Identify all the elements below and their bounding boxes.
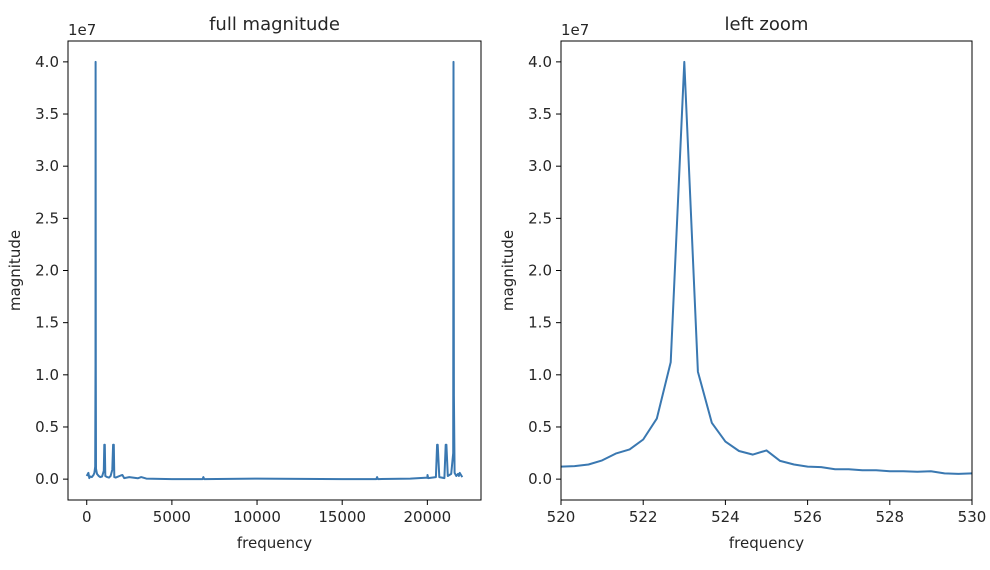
zoom-x-tick-label: 526	[793, 508, 822, 526]
full-series-line	[85, 60, 464, 481]
full-x-tick-label: 0	[82, 508, 92, 526]
full-y-tick-label: 1.5	[35, 314, 59, 332]
full-y-tick-label: 2.0	[35, 262, 59, 280]
zoom-axes-frame	[560, 40, 973, 501]
zoom-y-tick-label: 0.0	[528, 470, 552, 488]
full-y-tick-label: 0.0	[35, 470, 59, 488]
full-x-axis-label: frequency	[237, 534, 312, 552]
full-x-tick-label: 15000	[318, 508, 366, 526]
zoom-title: left zoom	[725, 14, 809, 35]
zoom-y-tick-label: 2.5	[528, 209, 552, 227]
full-y-tick-label: 2.5	[35, 209, 59, 227]
zoom-y-tick-label: 3.0	[528, 157, 552, 175]
full-magnitude-panel: 0 5000 10000 15000 20000 0.0 0.5 1.0 1.5 2.0 2.5 3.…	[6, 14, 482, 552]
zoom-y-tick-label: 0.5	[528, 418, 552, 436]
zoom-x-tick-label: 528	[875, 508, 904, 526]
full-axes-frame	[67, 40, 482, 501]
full-y-tick-label: 0.5	[35, 418, 59, 436]
zoom-x-axis-label: frequency	[729, 534, 804, 552]
zoom-x-tick-label: 522	[629, 508, 658, 526]
zoom-series-line	[560, 60, 973, 475]
full-title: full magnitude	[209, 14, 340, 35]
zoom-y-tick-label: 1.0	[528, 366, 552, 384]
zoom-offset-text: 1e7	[561, 21, 589, 39]
full-x-tick-label: 5000	[153, 508, 191, 526]
zoom-x-tick-label: 520	[547, 508, 576, 526]
full-y-tick-label: 3.0	[35, 157, 59, 175]
zoom-x-tick-label: 524	[711, 508, 740, 526]
full-x-tick-label: 10000	[233, 508, 281, 526]
full-y-tick-label: 3.5	[35, 105, 59, 123]
zoom-y-tick-label: 1.5	[528, 314, 552, 332]
zoom-y-axis-label: magnitude	[499, 230, 517, 311]
full-y-axis-label: magnitude	[6, 230, 24, 311]
zoom-x-tick-label: 530	[958, 508, 987, 526]
full-x-tick-label: 20000	[403, 508, 451, 526]
full-offset-text: 1e7	[68, 21, 96, 39]
full-y-tick-label: 1.0	[35, 366, 59, 384]
zoom-y-tick-label: 3.5	[528, 105, 552, 123]
zoom-y-tick-label: 2.0	[528, 262, 552, 280]
full-y-tick-label: 4.0	[35, 53, 59, 71]
zoom-y-tick-label: 4.0	[528, 53, 552, 71]
left-zoom-panel: 520 522 524 526 528 530 0.0 0.5 1.0 1.5 2.0 2.5 3.0 3…	[499, 14, 986, 552]
